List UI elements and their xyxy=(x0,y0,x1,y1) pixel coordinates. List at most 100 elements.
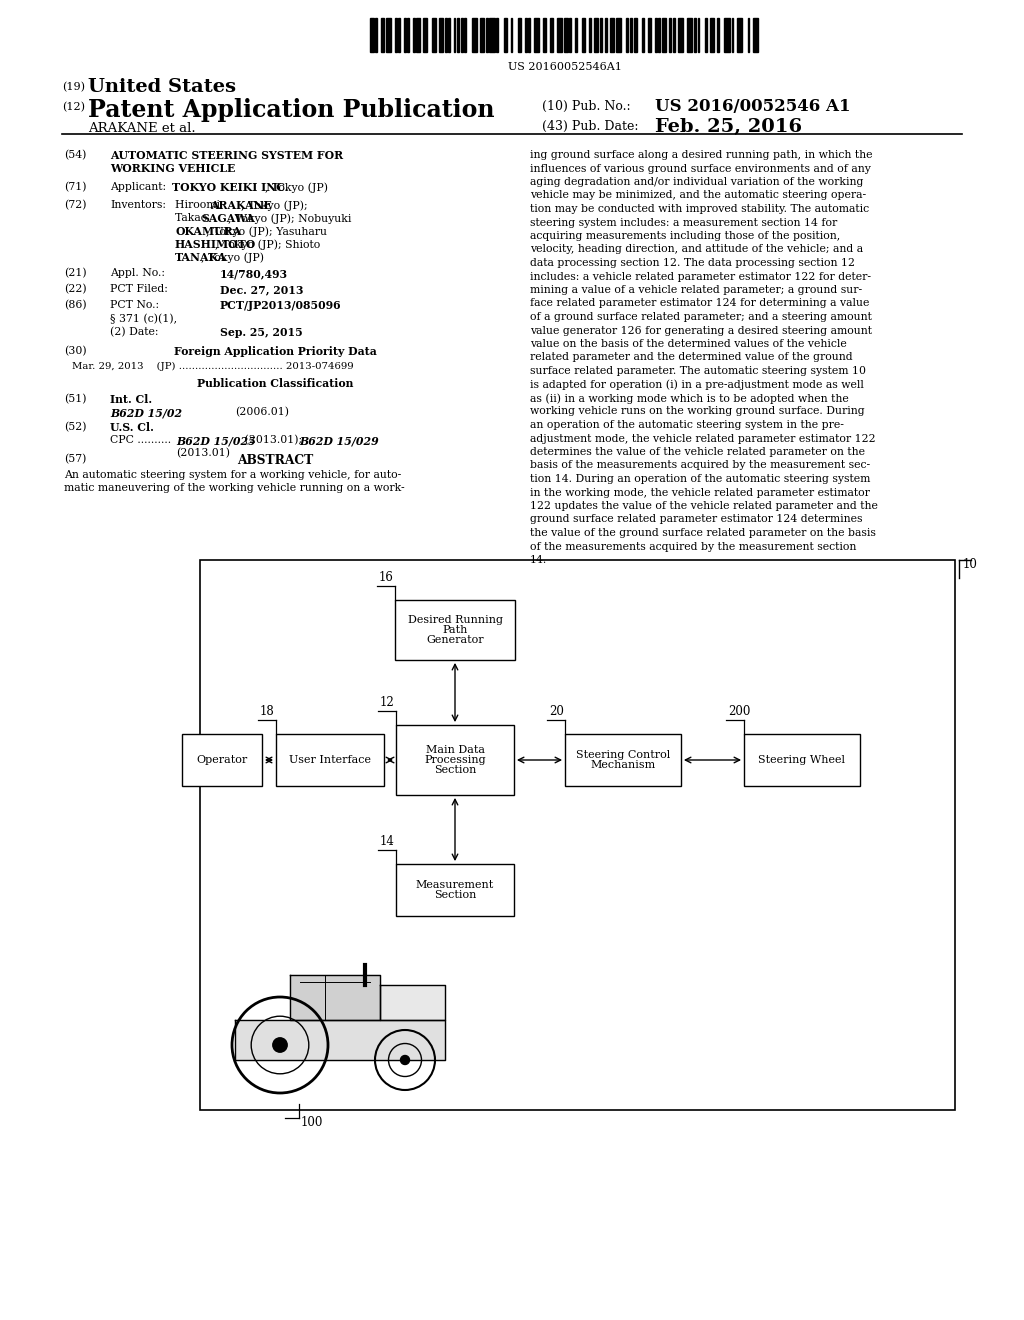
Text: velocity, heading direction, and attitude of the vehicle; and a: velocity, heading direction, and attitud… xyxy=(530,244,863,255)
Bar xyxy=(480,18,484,51)
Text: ARAKANE: ARAKANE xyxy=(210,201,272,211)
Text: § 371 (c)(1),: § 371 (c)(1), xyxy=(110,314,177,325)
Text: (71): (71) xyxy=(63,182,86,193)
Bar xyxy=(642,18,644,51)
Bar xyxy=(439,18,443,51)
Bar xyxy=(497,18,499,51)
Text: TANAKA: TANAKA xyxy=(175,252,227,263)
Text: basis of the measurements acquired by the measurement sec-: basis of the measurements acquired by th… xyxy=(530,461,870,470)
Text: U.S. Cl.: U.S. Cl. xyxy=(110,422,154,433)
Polygon shape xyxy=(380,985,445,1020)
Text: SAGAWA: SAGAWA xyxy=(202,213,255,224)
Bar xyxy=(408,18,410,51)
Bar xyxy=(424,18,427,51)
Text: 18: 18 xyxy=(260,705,274,718)
Bar xyxy=(543,18,546,51)
Text: , Tokyo (JP): , Tokyo (JP) xyxy=(202,252,264,263)
Text: Measurement: Measurement xyxy=(416,880,495,890)
Text: 200: 200 xyxy=(728,705,751,718)
Text: OKAMURA: OKAMURA xyxy=(175,226,241,238)
Bar xyxy=(376,18,377,51)
Text: Processing: Processing xyxy=(424,755,485,766)
Text: (22): (22) xyxy=(63,284,87,294)
Bar xyxy=(753,18,758,51)
Text: Hiroomi: Hiroomi xyxy=(175,201,223,210)
Text: vehicle may be minimized, and the automatic steering opera-: vehicle may be minimized, and the automa… xyxy=(530,190,866,201)
Text: Steering Control: Steering Control xyxy=(575,750,670,760)
Text: includes: a vehicle related parameter estimator 122 for deter-: includes: a vehicle related parameter es… xyxy=(530,272,871,281)
Bar xyxy=(395,18,396,51)
Text: value generator 126 for generating a desired steering amount: value generator 126 for generating a des… xyxy=(530,326,872,335)
Text: AUTOMATIC STEERING SYSTEM FOR: AUTOMATIC STEERING SYSTEM FOR xyxy=(110,150,343,161)
Text: 14.: 14. xyxy=(530,554,547,565)
Bar xyxy=(564,18,567,51)
Text: data processing section 12. The data processing section 12: data processing section 12. The data pro… xyxy=(530,257,855,268)
Text: determines the value of the vehicle related parameter on the: determines the value of the vehicle rela… xyxy=(530,447,865,457)
Text: (72): (72) xyxy=(63,201,86,210)
Bar xyxy=(673,18,675,51)
Text: working vehicle runs on the working ground surface. During: working vehicle runs on the working grou… xyxy=(530,407,864,417)
Text: an operation of the automatic steering system in the pre-: an operation of the automatic steering s… xyxy=(530,420,844,430)
Bar xyxy=(370,18,374,51)
Text: ARAKANE et al.: ARAKANE et al. xyxy=(88,121,196,135)
Bar xyxy=(200,560,955,1110)
Text: , Tokyo (JP); Shioto: , Tokyo (JP); Shioto xyxy=(215,239,319,249)
Text: tion 14. During an operation of the automatic steering system: tion 14. During an operation of the auto… xyxy=(530,474,870,484)
Bar xyxy=(534,18,540,51)
Text: (2006.01): (2006.01) xyxy=(234,407,289,417)
Text: (54): (54) xyxy=(63,150,86,160)
Bar xyxy=(449,18,451,51)
Bar xyxy=(182,734,262,785)
Text: , Tokyo (JP): , Tokyo (JP) xyxy=(265,182,328,193)
Text: , Tokyo (JP);: , Tokyo (JP); xyxy=(241,201,307,211)
Text: of a ground surface related parameter; and a steering amount: of a ground surface related parameter; a… xyxy=(530,312,871,322)
Bar xyxy=(724,18,730,51)
Bar xyxy=(461,18,463,51)
Bar xyxy=(582,18,586,51)
Bar xyxy=(744,734,860,785)
Bar xyxy=(444,18,446,51)
Text: (12): (12) xyxy=(62,102,85,112)
Bar xyxy=(697,18,699,51)
Polygon shape xyxy=(290,975,380,1020)
Circle shape xyxy=(272,1038,287,1052)
Bar xyxy=(669,18,671,51)
Bar xyxy=(678,18,683,51)
Bar xyxy=(403,18,406,51)
Text: B62D 15/025: B62D 15/025 xyxy=(176,436,256,446)
Text: as (ii) in a working mode which is to be adopted when the: as (ii) in a working mode which is to be… xyxy=(530,393,849,404)
Text: (2013.01): (2013.01) xyxy=(176,447,230,458)
Bar xyxy=(574,18,577,51)
Text: 14: 14 xyxy=(380,836,395,847)
Text: Feb. 25, 2016: Feb. 25, 2016 xyxy=(655,117,802,136)
Bar xyxy=(432,18,436,51)
Text: (10) Pub. No.:: (10) Pub. No.: xyxy=(542,100,631,114)
Text: (52): (52) xyxy=(63,422,86,433)
Bar xyxy=(569,18,571,51)
Bar xyxy=(485,18,487,51)
Text: matic maneuvering of the working vehicle running on a work-: matic maneuvering of the working vehicle… xyxy=(63,483,404,492)
Text: 12: 12 xyxy=(380,696,394,709)
Bar xyxy=(413,18,415,51)
Text: An automatic steering system for a working vehicle, for auto-: An automatic steering system for a worki… xyxy=(63,470,401,480)
Text: Applicant:: Applicant: xyxy=(110,182,173,191)
Text: PCT No.:: PCT No.: xyxy=(110,300,159,310)
Text: face related parameter estimator 124 for determining a value: face related parameter estimator 124 for… xyxy=(530,298,869,309)
Bar xyxy=(731,18,733,51)
Bar xyxy=(605,18,607,51)
Text: (43) Pub. Date:: (43) Pub. Date: xyxy=(542,120,639,133)
Bar xyxy=(648,18,651,51)
Text: 10: 10 xyxy=(963,558,978,572)
Text: (21): (21) xyxy=(63,268,87,279)
Bar xyxy=(504,18,507,51)
Text: Main Data: Main Data xyxy=(426,744,484,755)
Text: B62D 15/029: B62D 15/029 xyxy=(299,436,379,446)
Bar xyxy=(518,18,521,51)
Text: Path: Path xyxy=(442,624,468,635)
Text: Appl. No.:: Appl. No.: xyxy=(110,268,165,279)
Text: 122 updates the value of the vehicle related parameter and the: 122 updates the value of the vehicle rel… xyxy=(530,502,878,511)
Text: User Interface: User Interface xyxy=(289,755,371,766)
Text: mining a value of a vehicle related parameter; a ground sur-: mining a value of a vehicle related para… xyxy=(530,285,862,294)
Polygon shape xyxy=(234,1020,445,1060)
Text: Int. Cl.: Int. Cl. xyxy=(110,393,153,405)
